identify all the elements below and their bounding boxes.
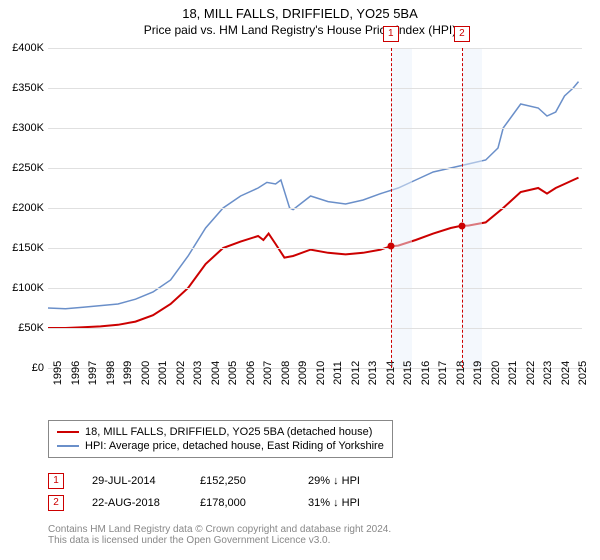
footer-attribution: Contains HM Land Registry data © Crown c… [48, 524, 391, 546]
y-tick-label: £350K [12, 82, 44, 94]
event-marker-box: 2 [48, 495, 64, 511]
legend-row: HPI: Average price, detached house, East… [57, 439, 384, 453]
x-tick-label: 2017 [437, 361, 449, 385]
y-tick-label: £250K [12, 162, 44, 174]
legend: 18, MILL FALLS, DRIFFIELD, YO25 5BA (det… [48, 420, 393, 458]
event-line [462, 48, 463, 368]
x-tick-label: 2021 [507, 361, 519, 385]
y-tick-label: £150K [12, 242, 44, 254]
gridline-h [48, 48, 582, 49]
x-tick-label: 2006 [245, 361, 257, 385]
gridline-h [48, 328, 582, 329]
legend-label: HPI: Average price, detached house, East… [85, 440, 384, 452]
x-tick-label: 2004 [210, 361, 222, 385]
y-tick-label: £400K [12, 42, 44, 54]
x-tick-label: 2013 [367, 361, 379, 385]
event-table-row: 1 29-JUL-2014 £152,250 29% ↓ HPI [48, 470, 388, 492]
x-tick-label: 2007 [262, 361, 274, 385]
x-tick-label: 1999 [122, 361, 134, 385]
x-tick-label: 2024 [560, 361, 572, 385]
chart-title: 18, MILL FALLS, DRIFFIELD, YO25 5BA [0, 0, 600, 21]
chart-subtitle: Price paid vs. HM Land Registry's House … [0, 21, 600, 41]
events-table: 1 29-JUL-2014 £152,250 29% ↓ HPI 2 22-AUG-201… [48, 470, 388, 514]
x-tick-label: 2012 [350, 361, 362, 385]
event-diff: 31% ↓ HPI [308, 497, 388, 509]
x-tick-label: 1997 [87, 361, 99, 385]
x-tick-label: 2020 [490, 361, 502, 385]
x-tick-label: 1995 [52, 361, 64, 385]
x-tick-label: 2008 [280, 361, 292, 385]
event-diff: 29% ↓ HPI [308, 475, 388, 487]
gridline-h [48, 168, 582, 169]
event-marker-box: 1 [48, 473, 64, 489]
x-tick-label: 2001 [157, 361, 169, 385]
x-tick-label: 2022 [525, 361, 537, 385]
sale-marker [387, 243, 394, 250]
x-tick-label: 2016 [420, 361, 432, 385]
x-tick-label: 2005 [227, 361, 239, 385]
y-tick-label: £300K [12, 122, 44, 134]
chart-container: 18, MILL FALLS, DRIFFIELD, YO25 5BA Pric… [0, 0, 600, 560]
sale-marker [458, 222, 465, 229]
x-tick-label: 2023 [542, 361, 554, 385]
x-tick-label: 2019 [472, 361, 484, 385]
footer-line2: This data is licensed under the Open Gov… [48, 535, 391, 546]
event-table-row: 2 22-AUG-2018 £178,000 31% ↓ HPI [48, 492, 388, 514]
legend-swatch [57, 445, 79, 447]
y-tick-label: £50K [18, 322, 44, 334]
event-date: 29-JUL-2014 [92, 475, 172, 487]
y-tick-label: £200K [12, 202, 44, 214]
series-property [48, 178, 579, 328]
x-tick-label: 2003 [192, 361, 204, 385]
series-hpi [48, 82, 579, 309]
event-marker: 2 [454, 26, 470, 42]
event-price: £178,000 [200, 497, 280, 509]
x-tick-label: 1996 [70, 361, 82, 385]
x-tick-label: 1998 [105, 361, 117, 385]
x-tick-label: 2009 [297, 361, 309, 385]
legend-label: 18, MILL FALLS, DRIFFIELD, YO25 5BA (det… [85, 426, 372, 438]
legend-swatch [57, 431, 79, 433]
footer-line1: Contains HM Land Registry data © Crown c… [48, 524, 391, 535]
x-tick-label: 2010 [315, 361, 327, 385]
x-tick-label: 2011 [332, 361, 344, 385]
plot-area: £0£50K£100K£150K£200K£250K£300K£350K£400… [48, 48, 582, 368]
x-tick-label: 2000 [140, 361, 152, 385]
event-date: 22-AUG-2018 [92, 497, 172, 509]
x-tick-label: 2015 [402, 361, 414, 385]
legend-row: 18, MILL FALLS, DRIFFIELD, YO25 5BA (det… [57, 425, 384, 439]
y-tick-label: £0 [32, 362, 44, 374]
gridline-h [48, 288, 582, 289]
event-marker: 1 [383, 26, 399, 42]
x-tick-label: 2025 [577, 361, 589, 385]
x-tick-label: 2002 [175, 361, 187, 385]
gridline-h [48, 208, 582, 209]
gridline-h [48, 128, 582, 129]
x-tick-label: 2018 [455, 361, 467, 385]
y-tick-label: £100K [12, 282, 44, 294]
gridline-h [48, 248, 582, 249]
event-price: £152,250 [200, 475, 280, 487]
event-line [391, 48, 392, 368]
gridline-h [48, 88, 582, 89]
